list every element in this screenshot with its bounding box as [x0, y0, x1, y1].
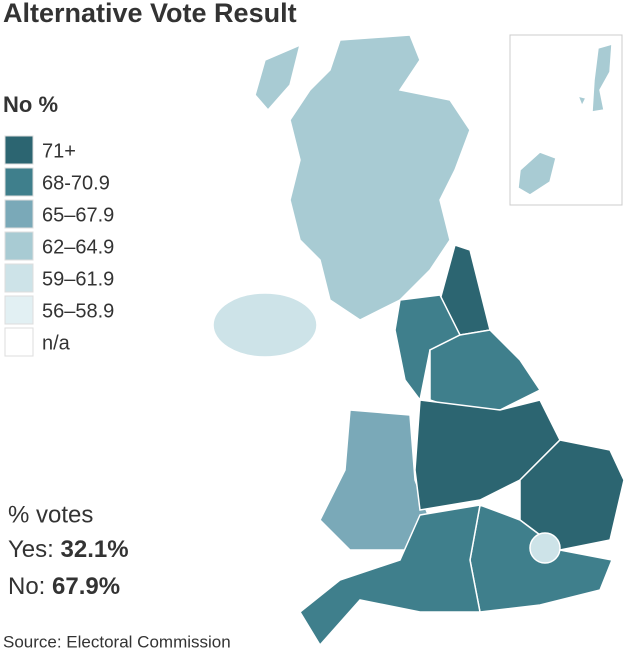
no-label: No:	[8, 573, 45, 600]
yes-value: 32.1%	[61, 536, 129, 563]
legend-swatch	[4, 295, 34, 325]
legend-label: 59–61.9	[42, 268, 114, 290]
source: Source: Electoral Commission	[3, 632, 231, 651]
map	[212, 34, 624, 647]
summary-heading: % votes	[8, 501, 93, 528]
east	[519, 439, 624, 551]
title: Alternative Vote Result	[3, 0, 297, 28]
legend-title: No %	[3, 92, 58, 117]
legend-swatch	[4, 135, 34, 165]
legend-swatch	[4, 263, 34, 293]
south-west	[299, 504, 481, 647]
scotland	[254, 34, 471, 321]
legend: 71+ 68-70.9 65–67.9 62–64.9 59–61.9 56–58.9 n/…	[4, 135, 114, 357]
yes-result: Yes: 32.1%	[8, 536, 129, 563]
no-value: 67.9%	[52, 573, 120, 600]
legend-label: 71+	[42, 140, 76, 162]
north-west	[394, 294, 462, 402]
legend-swatch	[4, 167, 34, 197]
shetland-orkney	[517, 42, 613, 196]
legend-label: 56–58.9	[42, 300, 114, 322]
legend-swatch	[4, 199, 34, 229]
legend-label: 68-70.9	[42, 172, 110, 194]
legend-label: 65–67.9	[42, 204, 114, 226]
london	[529, 532, 561, 564]
legend-label: n/a	[42, 332, 71, 354]
yes-label: Yes:	[8, 536, 54, 563]
yorkshire	[429, 329, 542, 411]
legend-swatch	[4, 327, 34, 357]
legend-swatch	[4, 231, 34, 261]
northern-ireland	[212, 292, 318, 358]
legend-label: 62–64.9	[42, 236, 114, 258]
no-result: No: 67.9%	[8, 573, 120, 600]
